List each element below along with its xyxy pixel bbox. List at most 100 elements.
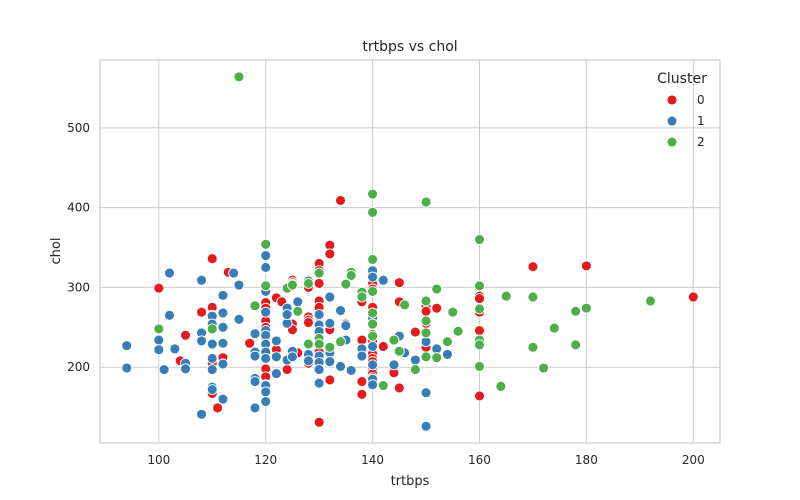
legend-label: 0	[697, 93, 705, 107]
data-point-cluster-2	[367, 206, 379, 218]
data-point-cluster-2	[286, 279, 298, 291]
data-point-cluster-1	[324, 317, 336, 329]
data-point-cluster-0	[324, 374, 336, 386]
data-point-cluster-0	[313, 416, 325, 428]
legend-title: Cluster	[657, 71, 707, 87]
data-point-cluster-1	[121, 340, 133, 352]
legend-label: 2	[697, 135, 705, 149]
data-point-cluster-2	[474, 234, 485, 245]
data-point-cluster-1	[260, 386, 272, 398]
data-point-cluster-1	[206, 352, 218, 364]
data-point-cluster-2	[527, 291, 539, 303]
data-points	[121, 71, 699, 432]
x-tick-label: 140	[361, 453, 384, 467]
x-tick-label: 160	[468, 453, 491, 467]
data-point-cluster-1	[270, 335, 282, 347]
data-point-cluster-1	[196, 408, 208, 420]
data-point-cluster-1	[180, 363, 191, 375]
data-point-cluster-1	[260, 396, 272, 407]
data-point-cluster-1	[249, 328, 261, 340]
data-point-cluster-1	[367, 271, 379, 283]
chart-title: trtbps vs chol	[362, 39, 457, 55]
x-tick-label: 100	[147, 453, 170, 467]
data-point-cluster-0	[474, 390, 485, 402]
data-point-cluster-2	[340, 278, 352, 290]
data-point-cluster-1	[302, 355, 314, 367]
data-point-cluster-2	[345, 269, 357, 281]
data-point-cluster-0	[527, 261, 539, 273]
data-point-cluster-2	[420, 351, 432, 363]
data-point-cluster-1	[260, 250, 272, 261]
data-point-cluster-1	[441, 348, 453, 360]
data-point-cluster-2	[313, 338, 325, 350]
y-tick-label: 400	[67, 201, 90, 215]
data-point-cluster-1	[228, 267, 240, 279]
data-point-cluster-0	[393, 382, 405, 394]
data-point-cluster-1	[164, 309, 175, 321]
data-point-cluster-1	[286, 351, 298, 363]
data-point-cluster-2	[409, 364, 421, 376]
data-point-cluster-1	[233, 279, 245, 291]
legend-marker	[666, 94, 678, 106]
data-point-cluster-2	[420, 295, 432, 307]
data-point-cluster-1	[196, 274, 208, 286]
data-point-cluster-1	[420, 387, 432, 399]
data-point-cluster-1	[260, 352, 272, 364]
grid-lines	[100, 60, 720, 443]
data-point-cluster-1	[367, 379, 379, 391]
data-point-cluster-1	[153, 334, 165, 346]
data-point-cluster-2	[388, 334, 400, 346]
data-point-cluster-2	[527, 341, 539, 353]
data-point-cluster-2	[441, 336, 453, 348]
data-point-cluster-1	[233, 313, 245, 325]
data-point-cluster-1	[249, 350, 261, 362]
data-point-cluster-2	[377, 380, 389, 391]
data-point-cluster-2	[420, 315, 432, 327]
data-point-cluster-2	[538, 362, 550, 374]
data-point-cluster-0	[244, 337, 256, 349]
data-point-cluster-1	[217, 393, 229, 405]
data-point-cluster-0	[180, 329, 191, 341]
data-point-cluster-2	[474, 303, 485, 315]
y-tick-label: 200	[67, 360, 90, 374]
data-point-cluster-2	[431, 283, 443, 295]
data-point-cluster-2	[302, 338, 314, 350]
data-point-cluster-1	[377, 274, 389, 286]
data-point-cluster-0	[153, 282, 165, 294]
data-point-cluster-2	[292, 305, 304, 317]
x-axis-label: trtbps	[391, 474, 430, 489]
data-point-cluster-2	[153, 323, 165, 335]
x-tick-label: 180	[575, 453, 598, 467]
data-point-cluster-1	[217, 307, 229, 319]
data-point-cluster-2	[447, 306, 459, 318]
data-point-cluster-2	[356, 291, 368, 303]
data-point-cluster-2	[474, 280, 485, 292]
data-point-cluster-2	[474, 339, 485, 351]
data-point-cluster-1	[206, 364, 218, 376]
data-point-cluster-0	[420, 305, 432, 317]
legend-marker	[666, 115, 678, 127]
data-point-cluster-1	[270, 351, 282, 363]
data-point-cluster-0	[356, 388, 368, 400]
data-point-cluster-1	[281, 309, 293, 320]
data-point-cluster-1	[356, 350, 368, 362]
data-point-cluster-1	[388, 359, 400, 371]
data-point-cluster-2	[399, 299, 411, 311]
legend: Cluster 0 1 2	[657, 71, 707, 149]
data-point-cluster-0	[580, 260, 592, 272]
data-point-cluster-0	[206, 253, 218, 265]
data-point-cluster-2	[367, 330, 379, 342]
data-point-cluster-2	[500, 290, 512, 302]
data-point-cluster-1	[260, 262, 272, 273]
data-point-cluster-1	[340, 320, 352, 332]
data-point-cluster-0	[196, 306, 208, 318]
y-axis-label: chol	[49, 238, 64, 265]
data-point-cluster-2	[580, 302, 592, 314]
data-point-cluster-1	[260, 306, 272, 318]
data-point-cluster-2	[645, 295, 656, 307]
x-tick-label: 120	[254, 453, 277, 467]
data-point-cluster-0	[474, 293, 485, 305]
data-point-cluster-1	[249, 402, 261, 414]
data-point-cluster-2	[495, 380, 507, 392]
data-point-cluster-0	[335, 194, 346, 206]
